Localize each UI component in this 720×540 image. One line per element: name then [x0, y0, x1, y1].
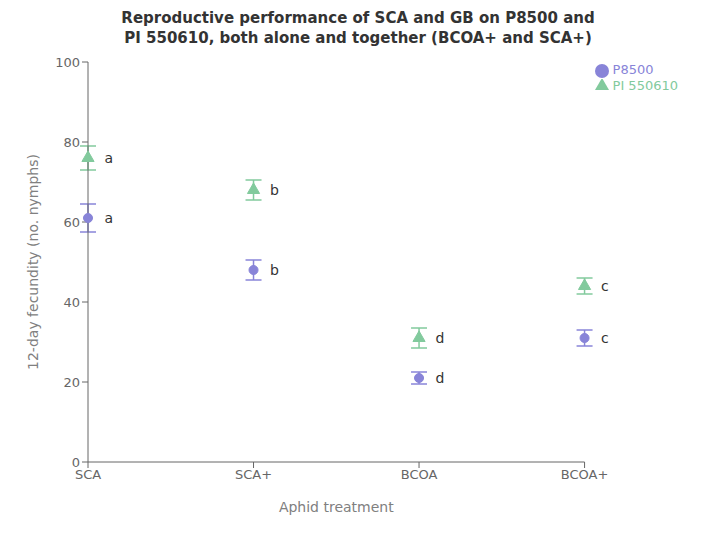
svg-text:b: b [270, 182, 279, 198]
svg-text:a: a [105, 150, 114, 166]
svg-text:20: 20 [63, 375, 80, 390]
svg-text:b: b [270, 262, 279, 278]
svg-text:SCA+: SCA+ [235, 467, 272, 482]
svg-text:BCOA+: BCOA+ [561, 467, 609, 482]
svg-text:a: a [105, 210, 114, 226]
html-text:PI 550610: PI 550610 [612, 77, 678, 93]
svg-text:Aphid treatment: Aphid treatment [279, 499, 394, 515]
svg-text:100: 100 [55, 55, 80, 70]
svg-text:0: 0 [72, 455, 80, 470]
svg-text:d: d [436, 330, 445, 346]
svg-text:80: 80 [63, 135, 80, 150]
html-text:P8500: P8500 [612, 62, 654, 77]
svg-text:d: d [436, 370, 445, 386]
svg-text:c: c [601, 330, 609, 346]
svg-text:40: 40 [63, 295, 80, 310]
svg-text:c: c [601, 278, 609, 294]
svg-text:60: 60 [63, 215, 80, 230]
svg-text:SCA: SCA [74, 467, 102, 483]
svg-text:BCOA: BCOA [401, 467, 438, 482]
svg-text:12-day fecundity (no. nymphs): 12-day fecundity (no. nymphs) [25, 154, 41, 370]
html-text:Reproductive performance of SC: Reproductive performance of SCA and GB o… [121, 9, 595, 47]
